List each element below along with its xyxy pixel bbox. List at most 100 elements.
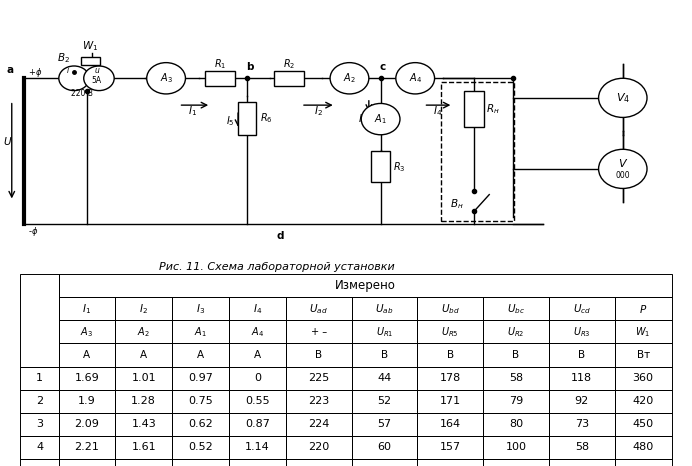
Bar — [172, 413, 229, 436]
Text: 223: 223 — [308, 396, 329, 406]
Text: $V_4$: $V_4$ — [616, 91, 630, 105]
Bar — [549, 343, 614, 367]
Bar — [549, 390, 614, 413]
Text: B: B — [381, 350, 388, 360]
Text: 1.28: 1.28 — [131, 396, 156, 406]
Text: 1.43: 1.43 — [131, 419, 156, 429]
Bar — [172, 343, 229, 367]
Text: $U_{ab}$: $U_{ab}$ — [375, 302, 394, 316]
Text: $I_4$: $I_4$ — [253, 302, 262, 316]
Bar — [352, 367, 417, 390]
Bar — [21, 459, 59, 466]
Bar — [59, 274, 671, 297]
Bar — [59, 343, 116, 367]
Circle shape — [599, 149, 647, 188]
Bar — [286, 390, 352, 413]
Text: $V$: $V$ — [618, 158, 628, 169]
Text: d: d — [277, 231, 284, 241]
Bar — [352, 413, 417, 436]
Bar — [286, 413, 352, 436]
Text: 0.97: 0.97 — [188, 373, 213, 383]
Text: 220: 220 — [308, 442, 329, 452]
Text: 224: 224 — [308, 419, 329, 429]
Text: $U_{R1}$: $U_{R1}$ — [376, 325, 393, 339]
Text: 225: 225 — [308, 373, 329, 383]
Text: 0.62: 0.62 — [188, 419, 213, 429]
Text: $U_{bc}$: $U_{bc}$ — [507, 302, 525, 316]
Text: B: B — [315, 350, 322, 360]
Bar — [549, 297, 614, 321]
Text: a: a — [7, 65, 14, 75]
Text: $I_5$: $I_5$ — [226, 114, 235, 128]
Bar — [614, 367, 671, 390]
Bar — [352, 321, 417, 343]
Bar — [172, 436, 229, 459]
Bar — [614, 436, 671, 459]
Bar — [352, 343, 417, 367]
Bar — [417, 390, 483, 413]
Bar — [172, 321, 229, 343]
Bar — [483, 367, 549, 390]
Bar — [172, 459, 229, 466]
Text: $W_1$: $W_1$ — [82, 39, 98, 53]
Bar — [172, 297, 229, 321]
Bar — [286, 297, 352, 321]
Bar — [172, 390, 229, 413]
Bar — [229, 343, 286, 367]
Text: 000: 000 — [615, 171, 630, 179]
Text: $U_{ad}$: $U_{ad}$ — [309, 302, 328, 316]
Text: $R_3$: $R_3$ — [393, 160, 406, 173]
Bar — [483, 413, 549, 436]
Circle shape — [147, 62, 185, 94]
Text: $R_2$: $R_2$ — [283, 57, 295, 71]
Bar — [116, 436, 172, 459]
Text: 2.09: 2.09 — [75, 419, 100, 429]
Bar — [549, 413, 614, 436]
Bar — [614, 343, 671, 367]
Text: 164: 164 — [439, 419, 461, 429]
Text: $I_2$: $I_2$ — [314, 105, 322, 118]
Bar — [417, 459, 483, 466]
Bar — [286, 343, 352, 367]
Text: 1.01: 1.01 — [131, 373, 156, 383]
Bar — [614, 297, 671, 321]
Bar — [116, 297, 172, 321]
Bar — [483, 321, 549, 343]
Text: $U_{R5}$: $U_{R5}$ — [441, 325, 459, 339]
Text: A: A — [140, 350, 147, 360]
Text: U: U — [3, 137, 11, 147]
Text: i: i — [67, 66, 69, 75]
Text: 73: 73 — [575, 419, 589, 429]
Bar — [417, 436, 483, 459]
Bar — [352, 436, 417, 459]
Text: $B_н$: $B_н$ — [450, 197, 464, 211]
Bar — [614, 459, 671, 466]
Text: 0.55: 0.55 — [245, 396, 270, 406]
Text: B: B — [446, 350, 454, 360]
Bar — [116, 367, 172, 390]
Text: $A_1$: $A_1$ — [194, 325, 207, 339]
Bar — [21, 436, 59, 459]
Bar — [59, 297, 116, 321]
Text: 79: 79 — [509, 396, 523, 406]
Bar — [21, 367, 59, 390]
Text: $U_{R3}$: $U_{R3}$ — [573, 325, 591, 339]
Bar — [417, 321, 483, 343]
Text: $A_2$: $A_2$ — [343, 71, 356, 85]
Bar — [352, 297, 417, 321]
Text: 58: 58 — [509, 373, 523, 383]
Bar — [286, 436, 352, 459]
Bar — [116, 321, 172, 343]
Bar — [229, 367, 286, 390]
Bar — [352, 390, 417, 413]
Text: 4: 4 — [36, 442, 43, 452]
Text: $A_3$: $A_3$ — [160, 71, 172, 85]
Text: A: A — [254, 350, 261, 360]
Bar — [483, 343, 549, 367]
Circle shape — [361, 103, 400, 135]
Text: $A_2$: $A_2$ — [138, 325, 150, 339]
Bar — [549, 321, 614, 343]
Bar — [549, 436, 614, 459]
Bar — [229, 459, 286, 466]
Text: 60: 60 — [377, 442, 392, 452]
